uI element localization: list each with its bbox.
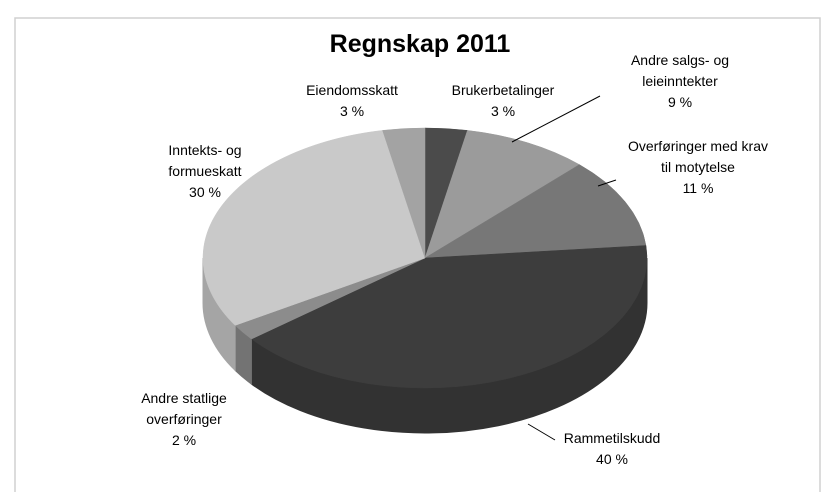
label-value: 11 % bbox=[682, 180, 714, 196]
label-name: Brukerbetalinger bbox=[451, 82, 555, 98]
label-name: Andre salgs- og leieinntekter bbox=[630, 52, 730, 89]
label-value: 40 % bbox=[596, 451, 628, 467]
pie-slice bbox=[250, 245, 648, 389]
label-value: 9 % bbox=[667, 94, 693, 110]
label-name: Rammetilskudd bbox=[563, 430, 661, 446]
pie-slice bbox=[202, 130, 426, 326]
data-label: Overføringer med krav til motytelse 11 % bbox=[623, 136, 773, 199]
pie-slice bbox=[424, 130, 580, 259]
label-value: 30 % bbox=[189, 184, 221, 200]
leader-line bbox=[511, 95, 601, 143]
label-name: Overføringer med krav til motytelse bbox=[627, 138, 769, 175]
leader-line bbox=[597, 179, 617, 187]
label-value: 3 % bbox=[490, 103, 516, 119]
label-name: Inntekts- og formueskatt bbox=[168, 142, 242, 179]
leader-line bbox=[527, 423, 556, 441]
label-value: 3 % bbox=[339, 103, 365, 119]
data-label: Eiendomsskatt 3 % bbox=[292, 80, 412, 122]
data-label: Andre salgs- og leieinntekter 9 % bbox=[615, 50, 745, 113]
pie-slice bbox=[382, 127, 426, 259]
chart-title: Regnskap 2011 bbox=[329, 30, 511, 58]
data-label: Rammetilskudd 40 % bbox=[547, 428, 677, 470]
label-name: Andre statlige overføringer bbox=[141, 390, 227, 427]
pie-slice bbox=[424, 164, 647, 259]
data-label: Inntekts- og formueskatt 30 % bbox=[150, 140, 260, 203]
label-value: 2 % bbox=[171, 432, 197, 448]
frame bbox=[14, 17, 821, 492]
data-label: Andre statlige overføringer 2 % bbox=[124, 388, 244, 451]
data-label: Brukerbetalinger 3 % bbox=[438, 80, 568, 122]
label-name: Eiendomsskatt bbox=[306, 82, 398, 98]
